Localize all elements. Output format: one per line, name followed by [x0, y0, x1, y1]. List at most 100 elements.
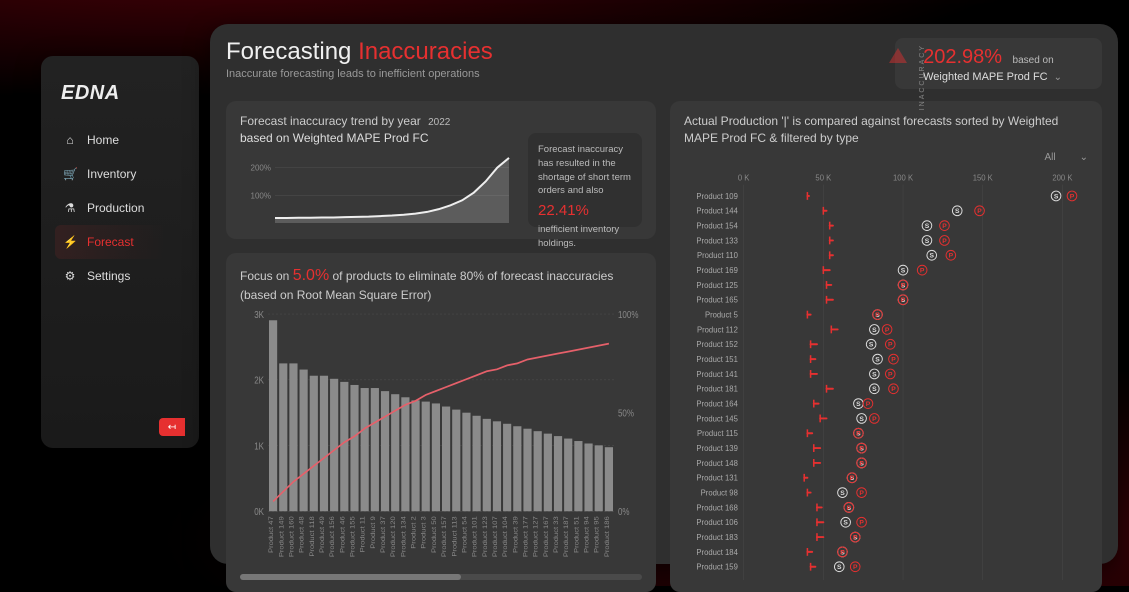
svg-text:150 K: 150 K	[973, 173, 994, 182]
sidebar-item-home[interactable]: ⌂Home	[55, 123, 185, 157]
kpi-value: 202.98%	[923, 46, 1002, 69]
inaccuracy-vertical-label: INACCURACY	[919, 44, 926, 110]
svg-text:Product 152: Product 152	[696, 340, 737, 349]
page-title: Forecasting Inaccuracies	[226, 38, 493, 66]
svg-text:Product 39: Product 39	[513, 516, 519, 553]
svg-text:S: S	[843, 519, 848, 526]
svg-text:Product 110: Product 110	[697, 251, 738, 260]
trend-note: Forecast inaccuracy has resulted in the …	[528, 133, 642, 227]
svg-text:Product 159: Product 159	[696, 562, 737, 571]
svg-text:Product 155: Product 155	[350, 516, 356, 557]
svg-text:Product 123: Product 123	[482, 516, 488, 557]
chevron-down-icon: ⌄	[1054, 72, 1062, 83]
svg-text:P: P	[977, 208, 982, 215]
svg-text:Product 54: Product 54	[462, 516, 468, 553]
trend-year[interactable]: 2022	[428, 116, 450, 130]
svg-text:S: S	[901, 267, 906, 274]
svg-text:1K: 1K	[254, 441, 264, 452]
svg-text:P: P	[942, 223, 947, 230]
svg-text:P: P	[859, 445, 864, 452]
svg-text:100%: 100%	[251, 191, 271, 200]
svg-text:P: P	[1070, 193, 1075, 200]
svg-text:S: S	[859, 415, 864, 422]
svg-text:Product 47: Product 47	[269, 516, 275, 553]
svg-text:P: P	[888, 341, 893, 348]
pareto-card: Focus on 5.0% of products to eliminate 8…	[226, 253, 656, 592]
svg-text:Product 134: Product 134	[401, 516, 407, 557]
svg-text:S: S	[925, 237, 930, 244]
svg-text:Product 141: Product 141	[696, 369, 737, 378]
inventory-icon: 🛒	[63, 167, 77, 181]
sidebar-item-inventory[interactable]: 🛒 Inventory	[55, 157, 185, 191]
svg-text:Product 164: Product 164	[696, 399, 738, 408]
brand-logo: EDNA	[55, 78, 185, 123]
svg-text:S: S	[1054, 193, 1059, 200]
svg-text:0K: 0K	[254, 506, 264, 517]
svg-text:Product 101: Product 101	[472, 516, 478, 557]
svg-text:Product 49: Product 49	[320, 516, 326, 553]
svg-text:Product 37: Product 37	[381, 516, 387, 553]
svg-text:Product 127: Product 127	[533, 516, 539, 557]
trend-title: Forecast inaccuracy trend by year 2022 b…	[240, 113, 516, 147]
svg-text:Product 95: Product 95	[594, 516, 600, 553]
svg-text:Product 115: Product 115	[697, 429, 738, 438]
svg-text:Product 11: Product 11	[360, 516, 366, 552]
svg-text:50%: 50%	[618, 408, 634, 419]
svg-text:Product 184: Product 184	[696, 547, 738, 556]
sidebar-item-production[interactable]: ⚗Production	[55, 191, 185, 225]
svg-text:Product 149: Product 149	[279, 516, 285, 557]
svg-text:S: S	[929, 252, 934, 259]
svg-text:Product 48: Product 48	[299, 516, 305, 553]
svg-text:P: P	[891, 356, 896, 363]
svg-text:3K: 3K	[254, 309, 264, 320]
svg-text:Product 98: Product 98	[701, 488, 738, 497]
pareto-scrollbar[interactable]	[240, 574, 642, 580]
svg-text:100%: 100%	[618, 309, 638, 320]
chevron-down-icon: ⌄	[1080, 151, 1088, 165]
sidebar-item-label: Settings	[87, 269, 130, 283]
svg-text:Product 118: Product 118	[309, 516, 315, 556]
svg-text:S: S	[872, 326, 877, 333]
svg-text:P: P	[866, 401, 871, 408]
svg-text:Product 33: Product 33	[554, 516, 560, 553]
svg-text:S: S	[856, 401, 861, 408]
svg-text:Product 51: Product 51	[574, 516, 580, 553]
sidebar-item-label: Inventory	[87, 167, 136, 181]
alert-icon	[889, 48, 907, 63]
svg-text:Product 181: Product 181	[696, 384, 737, 393]
svg-text:S: S	[840, 490, 845, 497]
svg-text:Product 148: Product 148	[696, 458, 737, 467]
svg-text:P: P	[859, 519, 864, 526]
settings-icon: ⚙	[63, 269, 77, 283]
compare-filter[interactable]: All ⌄	[1044, 151, 1088, 165]
svg-text:Product 104: Product 104	[503, 516, 509, 557]
svg-text:S: S	[837, 564, 842, 571]
svg-text:P: P	[901, 297, 906, 304]
sidebar-item-forecast[interactable]: ⚡Forecast	[55, 225, 185, 259]
svg-text:S: S	[869, 341, 874, 348]
svg-text:Product 160: Product 160	[289, 516, 295, 557]
kpi-panel: 202.98% based on Weighted MAPE Prod FC ⌄	[895, 38, 1102, 89]
svg-text:Product 5: Product 5	[705, 310, 738, 319]
svg-text:P: P	[920, 267, 925, 274]
svg-text:Product 107: Product 107	[493, 516, 499, 557]
pareto-title: Focus on 5.0% of products to eliminate 8…	[240, 265, 642, 304]
svg-text:Product 157: Product 157	[442, 516, 448, 557]
svg-text:P: P	[856, 430, 861, 437]
sidebar-collapse-button[interactable]: ↤	[159, 418, 185, 436]
svg-text:Product 9: Product 9	[370, 516, 376, 549]
kpi-based-label: based on	[1013, 55, 1054, 66]
svg-text:Product 165: Product 165	[696, 295, 737, 304]
svg-text:S: S	[955, 208, 960, 215]
sidebar-item-label: Production	[87, 201, 144, 215]
svg-text:P: P	[885, 326, 890, 333]
svg-text:Product 125: Product 125	[696, 280, 737, 289]
page-subtitle: Inaccurate forecasting leads to ineffici…	[226, 68, 493, 80]
sidebar-item-settings[interactable]: ⚙ Settings	[55, 259, 185, 293]
svg-text:Product 3: Product 3	[421, 516, 427, 549]
kpi-metric-selector[interactable]: Weighted MAPE Prod FC ⌄	[907, 71, 1062, 83]
svg-text:Product 151: Product 151	[696, 355, 737, 364]
svg-text:P: P	[942, 237, 947, 244]
svg-text:Product 131: Product 131	[696, 473, 737, 482]
pareto-scroll-thumb[interactable]	[240, 574, 461, 580]
